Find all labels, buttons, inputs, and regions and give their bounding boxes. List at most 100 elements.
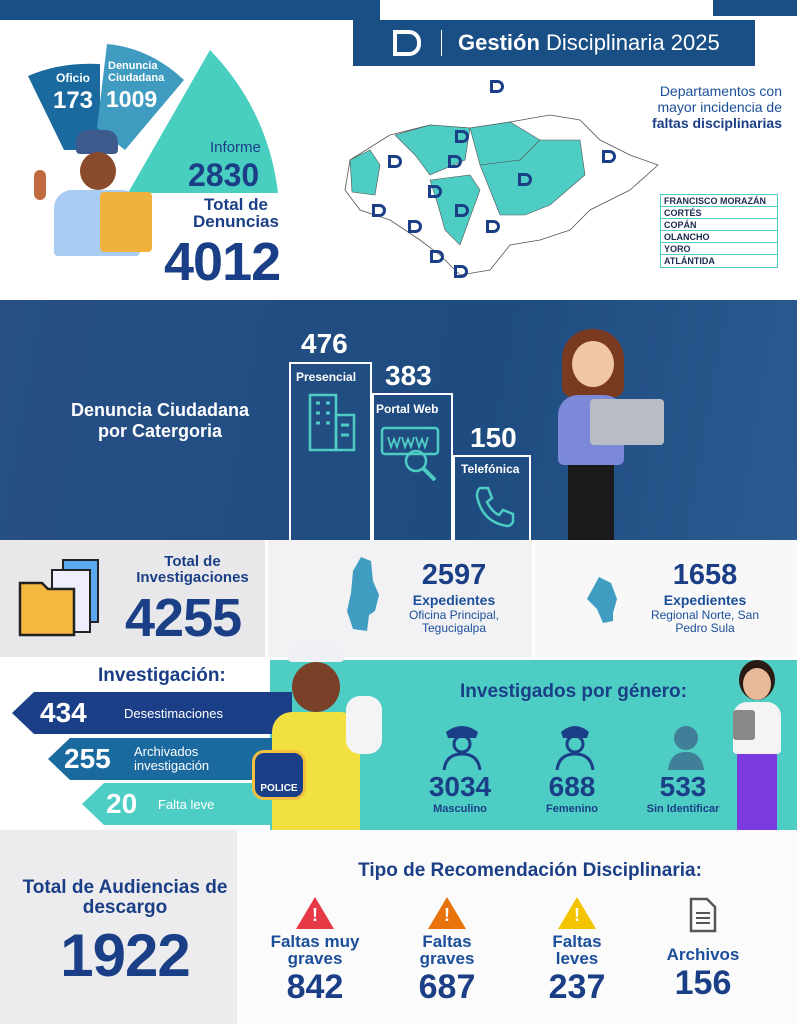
categoria-title: Denuncia Ciudadana por Catergoria — [70, 400, 250, 441]
page-title: Gestión Disciplinaria 2025 — [353, 20, 755, 66]
map-pin-icon — [428, 185, 442, 198]
officer-illustration — [30, 130, 160, 260]
sps-value: 1658 — [672, 559, 738, 591]
audiencias-value: 1922 — [60, 922, 190, 989]
warning-orange-icon: ! — [428, 897, 466, 929]
folder-icon — [18, 559, 99, 637]
tegucigalpa-value: 2597 — [421, 559, 487, 591]
map-dept-highlighted — [479, 139, 586, 216]
total-investigaciones-value: 4255 — [125, 588, 242, 648]
honduras-map — [344, 114, 659, 276]
map-pin-icon — [454, 265, 468, 278]
police-officer-illustration: POLICE — [250, 640, 390, 830]
total-denuncias-label: Total de Denuncias — [193, 195, 279, 231]
desestimaciones-value: 434 — [40, 697, 87, 728]
map-pin-icon — [388, 155, 402, 168]
tegucigalpa-map-icon — [347, 557, 379, 631]
total-denuncias-value: 4012 — [164, 232, 281, 292]
male-officer-icon — [442, 726, 482, 770]
map-pin-icon — [372, 204, 386, 217]
archivados-label: Archivados investigación — [134, 744, 210, 773]
departamentos-list: FRANCISCO MORAZÁN CORTÉS COPÁN OLANCHO Y… — [660, 194, 778, 268]
archivados-value: 255 — [64, 743, 111, 774]
sps-panel — [535, 540, 797, 657]
masculino-label: Masculino — [433, 803, 487, 815]
list-item: FRANCISCO MORAZÁN — [661, 195, 777, 207]
top-bar-right — [713, 0, 797, 16]
sin-identificar-value: 533 — [659, 771, 707, 802]
telefonica-value: 150 — [470, 422, 517, 453]
investigacion-title: Investigación: — [98, 665, 226, 686]
sps-place: Regional Norte, San Pedro Sula — [650, 608, 760, 635]
recomendacion-title: Tipo de Recomendación Disciplinaria: — [358, 860, 702, 881]
falta-leve-label: Falta leve — [158, 796, 215, 812]
fan-slice-denuncia — [97, 44, 184, 150]
list-item: YORO — [661, 243, 777, 255]
map-pin-icon — [602, 150, 616, 163]
rec-label: Faltas leves — [552, 932, 602, 968]
map-pin-icon — [430, 250, 444, 263]
rec-label: Faltas muy graves — [270, 932, 360, 968]
title-line-bold: faltas disciplinarias — [652, 115, 782, 131]
title-rest: Disciplinaria 2025 — [546, 30, 720, 55]
tegucigalpa-panel — [268, 540, 532, 657]
telefonica-label: Telefónica — [461, 462, 520, 476]
woman-laptop-illustration — [520, 325, 670, 540]
portal-label: Portal Web — [376, 402, 439, 416]
logo-icon — [393, 30, 421, 56]
fan-slice-oficio — [28, 63, 100, 150]
rec-archivos: Archivos 156 — [648, 897, 758, 1003]
title-bold: Gestión — [458, 30, 540, 55]
title-line: Departamentos con — [659, 83, 782, 99]
map-pin-icon — [448, 155, 462, 168]
warning-red-icon: ! — [296, 897, 334, 929]
document-icon — [689, 897, 717, 933]
departamentos-title: Departamentos con mayor incidencia de fa… — [620, 83, 782, 131]
portal-value: 383 — [385, 360, 432, 391]
rec-label: Archivos — [666, 945, 740, 964]
presencial-label: Presencial — [296, 370, 357, 384]
tegucigalpa-place: Oficina Principal, Tegucigalpa — [408, 608, 500, 635]
tegucigalpa-label: Expedientes — [412, 592, 496, 608]
informe-label: Informe — [210, 139, 261, 156]
top-tab — [380, 0, 713, 16]
rec-value: 156 — [674, 964, 732, 1002]
rec-leves: ! Faltas leves 237 — [522, 897, 632, 1007]
oficio-label: Oficio — [55, 71, 90, 85]
audiencias-panel — [0, 830, 237, 1024]
map-pin-icon — [490, 80, 504, 93]
title-line: mayor incidencia de — [657, 99, 782, 115]
map-pin-icon — [455, 204, 469, 217]
genero-title: Investigados por género: — [460, 681, 687, 702]
list-item: CORTÉS — [661, 207, 777, 219]
sin-identificar-label: Sin Identificar — [646, 803, 720, 815]
desestimaciones-label: Desestimaciones — [124, 705, 223, 721]
denuncia-label: Denuncia Ciudadana — [108, 60, 165, 84]
total-investigaciones-label: Total de Investigaciones — [136, 553, 249, 586]
police-badge: POLICE — [252, 750, 306, 800]
rec-value: 842 — [286, 968, 344, 1006]
divider — [441, 30, 442, 56]
category-box-presencial — [289, 362, 372, 540]
category-box-portal — [372, 393, 453, 540]
building-icon — [308, 393, 356, 452]
web-search-icon — [380, 426, 440, 481]
list-item: COPÁN — [661, 219, 777, 231]
rec-value: 237 — [548, 968, 606, 1006]
categoria-section — [0, 300, 797, 540]
femenino-label: Femenino — [546, 803, 598, 815]
fan-slice-informe — [128, 50, 278, 193]
woman-tablet-illustration — [715, 658, 795, 830]
oficio-value: 173 — [52, 87, 94, 114]
list-item: OLANCHO — [661, 231, 777, 243]
masculino-value: 3034 — [428, 771, 492, 802]
informe-value: 2830 — [188, 157, 260, 193]
map-pin-icon — [455, 130, 469, 143]
female-officer-icon — [555, 726, 595, 770]
arrow-desestimaciones: 434 Desestimaciones — [12, 692, 292, 734]
map-pin-icon — [408, 220, 422, 233]
rec-label: Faltas graves — [419, 932, 475, 968]
sps-map-icon — [587, 577, 617, 623]
denuncias-fan-chart — [28, 44, 278, 193]
rec-value: 687 — [418, 968, 476, 1006]
